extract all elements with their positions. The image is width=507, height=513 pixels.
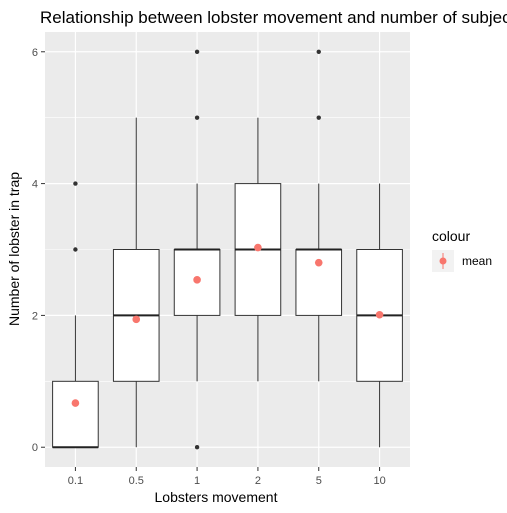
outlier-point [194,49,200,54]
mean-point [132,315,141,324]
x-tick-label: 0.1 [68,475,83,487]
y-tick-label: 4 [32,179,38,191]
x-tick-label: 2 [255,475,261,487]
outlier-point [73,247,78,252]
outlier-point [316,49,321,54]
box-group-2 [234,117,282,382]
y-tick-label: 6 [32,47,38,59]
x-tick-label: 0.5 [129,475,144,487]
mean-point [193,276,201,284]
x-tick-label: 5 [316,475,322,487]
mean-point [314,258,323,267]
box-group-0.5 [112,117,160,448]
x-tick-label: 1 [194,475,200,487]
box-group-0.1 [52,181,99,449]
outlier-point [73,181,78,186]
x-axis-label: Lobsters movement [155,489,278,505]
legend: colour mean [432,228,492,272]
legend-title: colour [432,228,470,244]
box-group-10 [356,183,403,448]
chart-title: Relationship between lobster movement an… [40,8,507,27]
mean-point [375,310,384,319]
mean-point [254,243,262,252]
y-tick-label: 2 [32,310,38,322]
legend-key-point [439,257,447,265]
mean-point [71,399,80,407]
box-group-5 [295,49,343,382]
outlier-point [316,115,321,120]
box [52,380,99,448]
outlier-point [194,445,200,450]
y-tick-label: 0 [32,442,38,454]
x-tick-label: 10 [373,475,385,487]
axis-ticks: 0 2 4 6 0.1 0.5 1 2 5 10 [32,47,386,487]
box-group-1 [173,49,221,450]
outlier-point [194,115,200,120]
boxes-layer [52,49,403,450]
legend-entry-mean: mean [462,254,492,268]
y-axis-label: Number of lobster in trap [6,172,22,326]
